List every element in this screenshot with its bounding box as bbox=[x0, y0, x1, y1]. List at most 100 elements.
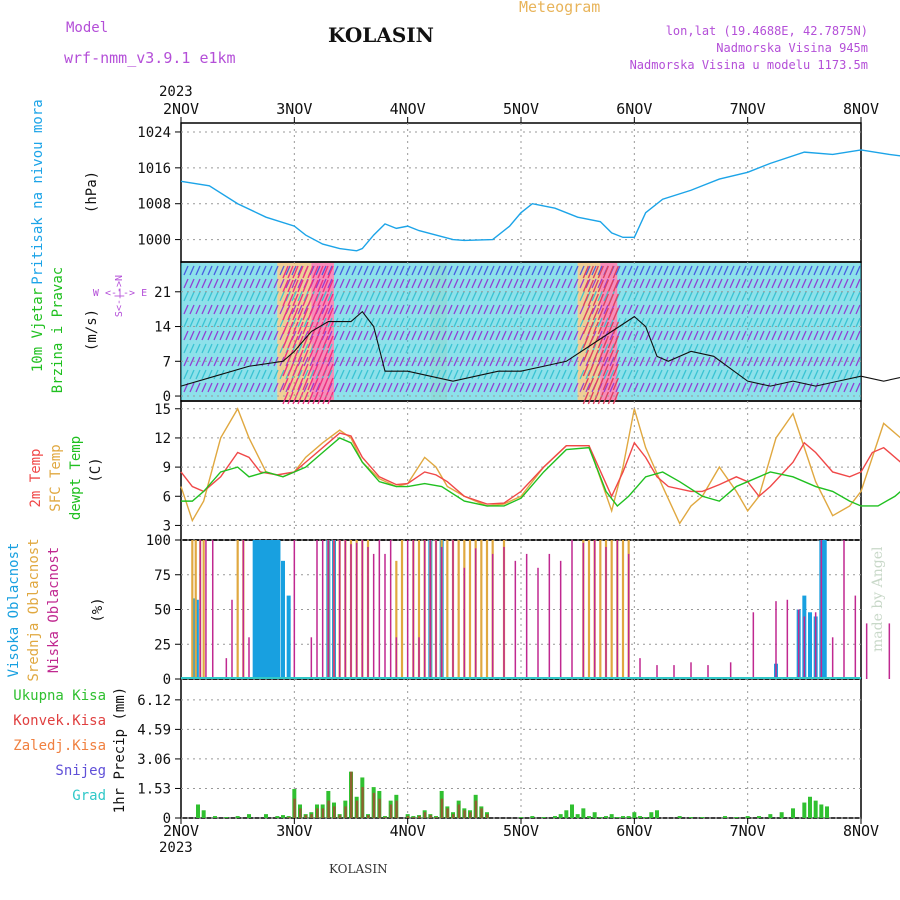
cloud-low-bar bbox=[854, 595, 857, 679]
wind-barb-row bbox=[183, 369, 861, 380]
x-tick-label-bottom: 6NOV bbox=[616, 822, 652, 840]
cloud-low-bar bbox=[327, 540, 330, 679]
cloud-low-bar bbox=[656, 665, 658, 679]
precip-total-bar bbox=[632, 812, 637, 818]
wind-gust-barbs bbox=[282, 265, 334, 405]
precip-total-bar bbox=[575, 814, 580, 818]
cloud-low-bar bbox=[367, 546, 369, 679]
cloud-low-bar bbox=[571, 540, 573, 679]
cloud-high-bar bbox=[192, 598, 197, 679]
cloud-low-bar bbox=[690, 662, 692, 679]
x-tick-label-top: 3NOV bbox=[276, 100, 312, 118]
precip-total-bar bbox=[643, 817, 648, 818]
cloud-low-bar bbox=[205, 540, 207, 679]
cloud-low-bar bbox=[418, 637, 420, 679]
cloud-high-bar bbox=[276, 540, 281, 679]
precip-conv-bar bbox=[429, 815, 432, 818]
y-tick-label: 12 bbox=[154, 431, 171, 447]
y-tick-label: 100 bbox=[146, 533, 171, 549]
wind-barb-row bbox=[183, 265, 861, 276]
cloud-low-bar bbox=[406, 540, 409, 679]
legend-snijeg: Snijeg bbox=[55, 763, 106, 779]
precip-total-bar bbox=[530, 816, 535, 818]
legend-zaledj-kisa: Zaledj.Kisa bbox=[13, 738, 106, 754]
cloud-mid-bar bbox=[599, 540, 602, 679]
cloud-high-bar bbox=[273, 540, 278, 679]
cloud-mid-bar bbox=[395, 560, 398, 679]
precip-total-bar bbox=[700, 817, 705, 818]
precip-conv-bar bbox=[338, 815, 342, 818]
cloud-low-bar bbox=[310, 637, 313, 679]
y-tick-label: 15 bbox=[154, 402, 171, 418]
precip-conv-bar bbox=[378, 798, 381, 818]
precip-total-bar bbox=[638, 816, 642, 818]
pressure-axis-label: Pritisak na nivou mora bbox=[30, 99, 46, 284]
wind-barb-row bbox=[183, 356, 861, 367]
cloud-low-bar bbox=[423, 540, 426, 679]
cloud-mid-bar bbox=[202, 540, 205, 679]
wind-barb-row bbox=[183, 330, 861, 341]
precip-conv-bar bbox=[418, 816, 421, 818]
precip-total-bar bbox=[247, 814, 251, 818]
cloud-low-bar bbox=[248, 637, 250, 679]
legend-ukupna-kisa: Ukupna Kisa bbox=[13, 688, 106, 704]
wind-gust-barbs bbox=[582, 265, 619, 405]
precip-total-bar bbox=[819, 804, 824, 818]
precip-total-bar bbox=[201, 810, 206, 818]
cloud-high-bar bbox=[252, 540, 257, 679]
cloud-low-bar bbox=[491, 553, 494, 679]
precip-total-bar bbox=[275, 816, 280, 818]
footer-station-name: KOLASIN bbox=[329, 862, 388, 876]
wind-speed-line bbox=[180, 310, 900, 387]
x-tick-label-bottom: 3NOV bbox=[276, 822, 312, 840]
cloud-mid-bar bbox=[485, 540, 489, 679]
x-tick-label-top: 6NOV bbox=[616, 100, 652, 118]
cloud-low-bar bbox=[525, 553, 528, 679]
precip-conv-bar bbox=[384, 817, 387, 818]
precip-conv-bar bbox=[310, 814, 313, 818]
precip-total-bar bbox=[649, 812, 654, 818]
y-tick-label: 14 bbox=[154, 320, 171, 336]
precip-conv-bar bbox=[367, 815, 370, 818]
cloud-low-bar bbox=[389, 540, 392, 679]
precip-total-bar bbox=[677, 816, 682, 818]
cloud-low-bar bbox=[820, 540, 823, 679]
precip-conv-bar bbox=[344, 806, 347, 818]
y-tick-label: 25 bbox=[154, 637, 171, 653]
x-tick-label-top: 4NOV bbox=[390, 100, 426, 118]
cloud-low-bar bbox=[888, 623, 891, 679]
lonlat-label: lon,lat (19.4688E, 42.7875N) bbox=[665, 24, 868, 38]
cloud-low-bar bbox=[231, 599, 233, 679]
precip-total-bar bbox=[564, 810, 569, 818]
cloud-low-bar bbox=[350, 544, 352, 679]
precip-conv-bar bbox=[293, 798, 296, 818]
precip-total-bar bbox=[609, 814, 614, 818]
y-tick-label: 50 bbox=[154, 603, 171, 619]
y-tick-label: 6 bbox=[163, 489, 171, 505]
cloud-low-bar bbox=[593, 540, 596, 679]
precip-total-bar bbox=[723, 816, 727, 818]
legend-konvek-kisa: Konvek.Kisa bbox=[13, 713, 106, 729]
pressure-unit-label: (hPa) bbox=[84, 171, 100, 213]
precip-conv-bar bbox=[474, 800, 478, 818]
cloud-high-bar bbox=[286, 595, 291, 679]
legend-grad: Grad bbox=[72, 788, 106, 804]
precip-total-bar bbox=[264, 814, 268, 818]
precip-total-bar bbox=[587, 816, 591, 818]
cloud-low-bar bbox=[333, 540, 335, 679]
precip-conv-bar bbox=[287, 817, 291, 818]
precip-total-bar bbox=[808, 796, 812, 818]
x-tick-label-bottom: 5NOV bbox=[503, 822, 539, 840]
panel-frame-temperature bbox=[180, 400, 862, 541]
cloud-high-bar bbox=[822, 540, 827, 679]
y-tick-label: 75 bbox=[154, 568, 171, 584]
y-tick-label: 9 bbox=[163, 460, 171, 476]
cloud-low-bar bbox=[395, 637, 398, 679]
precip-total-bar bbox=[519, 817, 523, 818]
y-tick-label: 3 bbox=[163, 518, 171, 534]
precip-total-bar bbox=[281, 815, 285, 818]
precip-total-bar bbox=[621, 816, 625, 818]
wind-compass-sn: S<-|->N bbox=[114, 275, 125, 317]
elevation-label: Nadmorska Visina 945m bbox=[716, 41, 868, 55]
